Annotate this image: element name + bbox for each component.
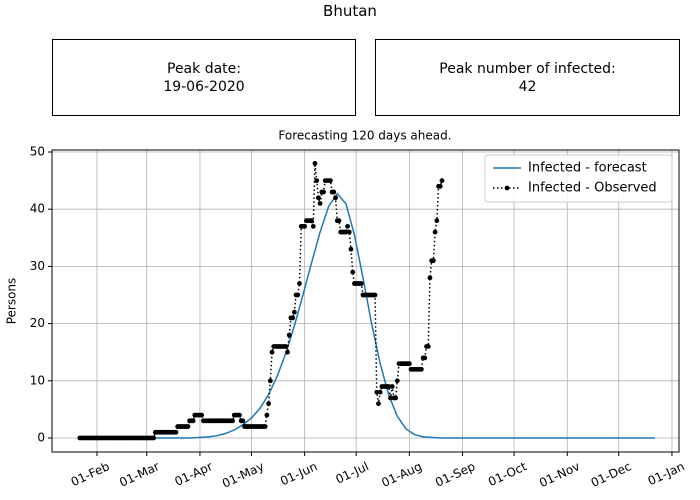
x-tick-label: 01-Jun — [278, 459, 319, 488]
data-point — [269, 349, 275, 355]
data-point — [333, 195, 338, 201]
data-point — [430, 258, 436, 264]
y-tick-label: 50 — [30, 145, 45, 159]
data-point — [297, 281, 302, 286]
data-point — [185, 424, 191, 429]
x-tick-label: 01-Nov — [537, 459, 582, 490]
x-tick-label: 01-Feb — [69, 459, 112, 489]
info-value: 42 — [518, 78, 537, 95]
data-point — [314, 178, 320, 184]
data-point — [173, 429, 179, 435]
data-point — [377, 389, 383, 395]
data-point — [240, 418, 246, 424]
data-point — [358, 281, 364, 286]
data-point — [237, 412, 242, 418]
y-tick-label: 40 — [30, 202, 45, 216]
data-point — [267, 378, 273, 384]
data-point — [291, 309, 297, 315]
data-point — [437, 183, 443, 189]
data-point — [394, 378, 400, 384]
data-point — [422, 355, 428, 361]
x-tick-label: 01-Dec — [589, 459, 634, 490]
data-point — [321, 189, 326, 195]
data-point — [343, 229, 349, 235]
legend-marker — [504, 185, 510, 191]
info-label: Peak number of infected: — [439, 60, 616, 77]
data-point — [317, 201, 323, 206]
data-line — [79, 192, 655, 439]
data-point — [393, 395, 399, 401]
x-tick-label: 01-Oct — [486, 459, 529, 489]
data-point — [350, 269, 356, 275]
info-box: Peak number of infected: 42 — [375, 39, 680, 116]
data-point — [290, 315, 296, 321]
data-point — [345, 223, 350, 229]
y-tick-label: 0 — [37, 430, 45, 444]
figure-title: Bhutan — [323, 2, 377, 20]
legend-label: Infected - Observed — [528, 181, 657, 196]
info-value: 19-06-2020 — [163, 78, 245, 95]
data-point — [151, 435, 157, 441]
data-point — [418, 366, 424, 372]
data-point — [386, 384, 392, 389]
data-point — [286, 332, 292, 338]
data-point — [285, 349, 290, 355]
y-tick-label: 30 — [30, 259, 45, 273]
data-point — [262, 424, 268, 429]
data-point — [190, 418, 196, 424]
data-point — [310, 223, 316, 229]
info-box: Peak date: 19-06-2020 — [52, 39, 356, 116]
data-point — [199, 412, 205, 418]
data-point — [427, 275, 433, 281]
info-label: Peak date: — [167, 60, 241, 77]
plot-frame — [51, 149, 680, 453]
data-point — [432, 229, 438, 235]
data-point — [434, 218, 440, 224]
chart-title: Forecasting 120 days ahead. — [278, 129, 451, 143]
data-point — [336, 218, 342, 224]
legend-label: Infected - forecast — [528, 161, 647, 176]
data-point — [331, 189, 337, 195]
y-axis-label: Persons — [5, 278, 19, 325]
data-point — [312, 161, 318, 166]
data-point — [264, 412, 270, 418]
y-tick-label: 10 — [30, 373, 45, 387]
data-point — [425, 344, 431, 349]
data-point — [266, 401, 272, 407]
data-point — [348, 246, 354, 252]
data-point — [374, 389, 380, 395]
data-point — [315, 195, 321, 201]
data-point — [439, 178, 445, 184]
data-point — [376, 401, 381, 407]
data-line — [79, 163, 443, 439]
legend-frame — [484, 154, 673, 203]
x-tick-label: 01-Jul — [333, 459, 370, 486]
data-point — [372, 292, 378, 298]
x-tick-label: 01-Mar — [117, 459, 161, 490]
data-point — [302, 223, 308, 229]
data-point — [283, 344, 289, 349]
x-tick-label: 01-Apr — [172, 459, 214, 489]
x-tick-label: 01-Aug — [379, 459, 424, 490]
y-tick-label: 20 — [30, 316, 45, 330]
data-point — [295, 292, 301, 298]
data-point — [389, 384, 395, 389]
x-tick-label: 01-Jan — [646, 459, 687, 488]
data-point — [230, 418, 235, 424]
data-point — [346, 229, 352, 235]
x-tick-label: 01-May — [220, 459, 266, 490]
data-point — [309, 218, 314, 224]
x-tick-label: 01-Sep — [433, 459, 477, 490]
data-point — [388, 395, 393, 401]
data-point — [406, 361, 412, 367]
data-point — [327, 178, 333, 184]
